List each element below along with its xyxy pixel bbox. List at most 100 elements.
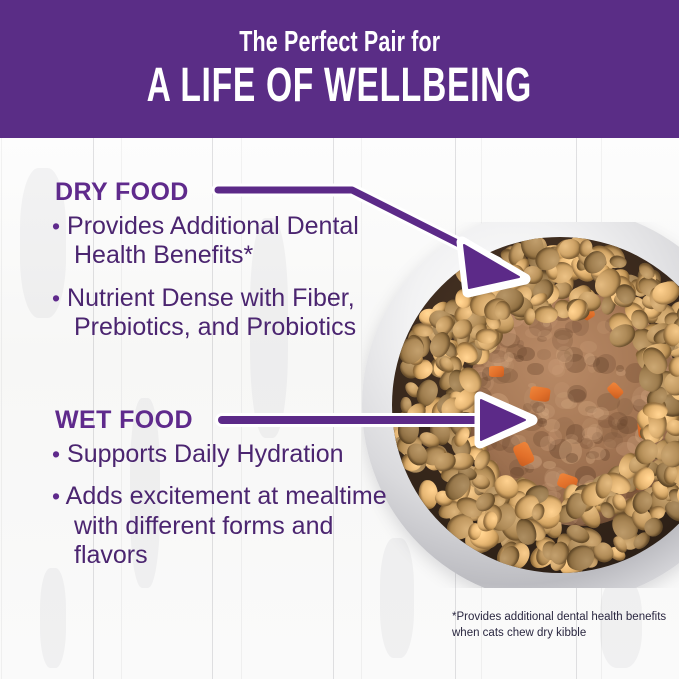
pate-texture xyxy=(556,334,569,344)
pate-texture xyxy=(603,438,616,450)
pate-texture xyxy=(470,367,489,379)
pate-texture xyxy=(558,438,582,464)
pate-texture xyxy=(616,416,639,435)
pate-texture xyxy=(595,420,619,442)
pate-texture xyxy=(517,347,536,362)
pate-texture xyxy=(556,349,572,362)
footnote-text: *Provides additional dental health benef… xyxy=(452,611,667,639)
pate-texture xyxy=(505,344,527,359)
pate-texture xyxy=(522,402,532,413)
header-subtitle: The Perfect Pair for xyxy=(239,26,440,58)
pate-texture xyxy=(585,405,598,414)
pate-texture xyxy=(525,463,535,473)
pate-texture xyxy=(491,348,512,371)
pate-texture xyxy=(592,432,604,444)
pate-texture xyxy=(553,328,573,340)
pate-texture xyxy=(548,358,564,375)
pate-texture xyxy=(552,365,565,378)
pate-texture xyxy=(580,340,597,353)
pate-texture xyxy=(510,435,527,447)
pate-texture xyxy=(616,368,627,376)
list-item: • Nutrient Dense with Fiber, Prebiotics,… xyxy=(52,284,412,343)
list-item: • Supports Daily Hydration xyxy=(52,440,412,469)
pate-texture xyxy=(524,327,541,338)
pate-texture xyxy=(547,428,562,446)
pate-texture xyxy=(547,441,557,451)
pate-texture xyxy=(493,358,509,369)
wet-food-arrow xyxy=(215,391,538,449)
bullet-dot-icon: • xyxy=(52,483,61,510)
list-item-text: Supports Daily Hydration xyxy=(67,440,344,468)
pate-texture xyxy=(596,354,617,374)
pate-texture xyxy=(616,364,624,372)
pate-texture xyxy=(503,352,514,362)
pate-texture xyxy=(582,417,600,438)
copy-column: DRY FOOD • Provides Additional Dental He… xyxy=(0,138,420,679)
pate-texture xyxy=(567,385,587,404)
pate-texture xyxy=(586,407,604,419)
pate-texture xyxy=(537,349,552,360)
list-item: • Provides Additional Dental Health Bene… xyxy=(52,212,412,271)
pate-texture xyxy=(559,523,573,527)
pate-texture xyxy=(482,367,495,382)
pate-texture xyxy=(593,406,610,420)
pate-texture xyxy=(536,403,556,420)
pate-texture xyxy=(537,418,547,427)
pate-texture xyxy=(583,352,596,366)
pate-texture xyxy=(582,435,591,445)
pate-texture xyxy=(514,354,524,362)
pate-texture xyxy=(541,408,549,416)
pate-texture xyxy=(537,335,548,342)
list-item: • Adds excitement at mealtime with diffe… xyxy=(52,482,412,570)
bullet-list-wet-food: • Supports Daily Hydration • Adds excite… xyxy=(52,440,412,583)
dry-food-arrow xyxy=(211,183,531,298)
pate-texture xyxy=(600,449,611,462)
pate-texture xyxy=(566,424,585,445)
pate-texture xyxy=(480,377,491,390)
bullet-dot-icon: • xyxy=(52,213,61,239)
pate-texture xyxy=(553,416,576,440)
pate-texture xyxy=(592,356,610,374)
pate-texture xyxy=(540,436,555,452)
pate-texture xyxy=(586,441,596,448)
pate-texture xyxy=(603,431,624,448)
pate-texture xyxy=(582,426,602,440)
list-item-text: Nutrient Dense with Fiber, Prebiotics, a… xyxy=(67,283,357,341)
header-banner: The Perfect Pair for A LIFE OF WELLBEING xyxy=(0,0,679,138)
pate-texture xyxy=(510,466,525,479)
pate-texture xyxy=(528,382,536,388)
section-title-dry-food: DRY FOOD xyxy=(55,178,189,206)
pate-texture xyxy=(532,431,550,448)
pate-texture xyxy=(575,466,596,486)
list-item-text: Adds excitement at mealtime with differe… xyxy=(65,482,387,569)
pate-texture xyxy=(565,453,579,463)
pate-texture xyxy=(598,414,616,429)
pate-texture xyxy=(580,438,594,450)
pate-texture xyxy=(587,423,604,442)
section-title-wet-food: WET FOOD xyxy=(55,406,193,434)
pate-texture xyxy=(549,439,573,460)
pate-texture xyxy=(607,412,628,431)
bullet-dot-icon: • xyxy=(52,284,61,311)
pate-texture xyxy=(589,446,607,461)
pate-texture xyxy=(568,388,586,403)
pate-texture xyxy=(536,405,545,414)
pate-texture xyxy=(616,398,633,416)
pate-texture xyxy=(553,381,571,398)
pate-texture xyxy=(585,450,600,459)
pate-texture xyxy=(532,401,545,414)
pate-texture xyxy=(555,346,573,364)
bullet-list-dry-food: • Provides Additional Dental Health Bene… xyxy=(52,212,412,355)
pate-texture xyxy=(611,419,619,426)
pate-texture xyxy=(538,412,549,421)
pate-texture xyxy=(564,321,583,334)
pate-texture xyxy=(542,460,557,470)
pate-texture xyxy=(538,329,552,340)
pate-texture xyxy=(516,340,524,349)
pate-texture xyxy=(587,363,597,374)
pate-texture xyxy=(610,422,629,438)
pate-texture xyxy=(564,434,578,444)
pate-texture xyxy=(529,400,539,408)
header-title: A LIFE OF WELLBEING xyxy=(146,59,533,112)
